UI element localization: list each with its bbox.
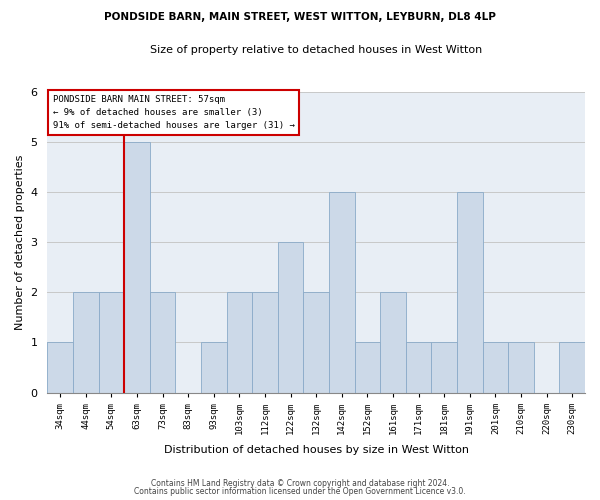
Bar xyxy=(278,242,304,392)
Bar xyxy=(304,292,329,392)
Bar xyxy=(47,342,73,392)
Bar xyxy=(355,342,380,392)
Bar xyxy=(508,342,534,392)
Bar xyxy=(380,292,406,392)
Bar xyxy=(457,192,482,392)
Text: Contains HM Land Registry data © Crown copyright and database right 2024.: Contains HM Land Registry data © Crown c… xyxy=(151,478,449,488)
Bar xyxy=(431,342,457,392)
Text: PONDSIDE BARN, MAIN STREET, WEST WITTON, LEYBURN, DL8 4LP: PONDSIDE BARN, MAIN STREET, WEST WITTON,… xyxy=(104,12,496,22)
Bar xyxy=(201,342,227,392)
Text: PONDSIDE BARN MAIN STREET: 57sqm
← 9% of detached houses are smaller (3)
91% of : PONDSIDE BARN MAIN STREET: 57sqm ← 9% of… xyxy=(53,95,295,130)
Bar xyxy=(227,292,252,392)
Bar xyxy=(406,342,431,392)
Bar xyxy=(73,292,98,392)
Bar xyxy=(252,292,278,392)
Bar xyxy=(559,342,585,392)
Title: Size of property relative to detached houses in West Witton: Size of property relative to detached ho… xyxy=(150,45,482,55)
Text: Contains public sector information licensed under the Open Government Licence v3: Contains public sector information licen… xyxy=(134,487,466,496)
X-axis label: Distribution of detached houses by size in West Witton: Distribution of detached houses by size … xyxy=(164,445,469,455)
Y-axis label: Number of detached properties: Number of detached properties xyxy=(15,154,25,330)
Bar xyxy=(150,292,175,392)
Bar xyxy=(98,292,124,392)
Bar xyxy=(482,342,508,392)
Bar xyxy=(329,192,355,392)
Bar xyxy=(124,142,150,393)
